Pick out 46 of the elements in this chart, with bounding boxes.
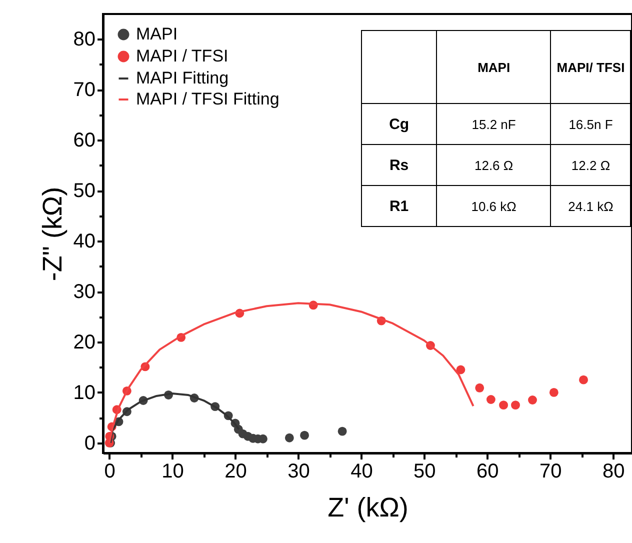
annotation: R1 [362,186,437,226]
annotation: MAPI [436,30,551,104]
x-tick-label: 10 [162,460,184,482]
x-tick-label: 20 [224,460,247,482]
point [579,375,588,384]
annotation: MAPI/ TFSI [550,30,630,104]
annotation: 16.5n F [550,104,630,144]
point [486,395,496,404]
point [338,426,347,436]
x-tick-label: 70 [540,460,562,482]
legend-label: MAPI Fitting [136,68,229,88]
point [300,430,309,440]
y-tick-label: 10 [73,382,96,404]
point [549,388,558,397]
x-tick-label: 60 [476,460,499,482]
annotation: Cg [362,104,437,144]
point [528,396,537,404]
point [475,383,484,392]
point [456,365,466,374]
annotation: Rs [362,144,437,186]
annotation: 12.6 Ω [436,144,551,186]
legend-label: MAPI / TFSI [136,46,228,66]
x-tick-label: 30 [288,460,310,482]
y-axis-title: -Z" (kΩ) [37,186,68,282]
point [511,400,520,410]
x-tick-label: 40 [350,460,373,482]
annotation: 24.1 kΩ [550,186,630,226]
x-tick-label: 0 [104,460,116,482]
y-tick-label: 40 [73,230,96,253]
x-axis-title: Z' (kΩ) [328,492,408,522]
y-tick-label: 80 [73,28,96,51]
x-tick-label: 50 [414,460,436,482]
annotation: 15.2 nF [436,104,551,144]
annotation: 10.6 kΩ [436,186,551,226]
legend-label: MAPI / TFSI Fitting [136,90,280,108]
y-tick-label: 50 [73,180,96,202]
point [499,400,508,410]
x-tick-label: 80 [602,460,625,482]
point [284,433,294,442]
legend-label: MAPI [136,24,178,44]
y-tick-label: 60 [73,130,96,152]
y-tick-label: 0 [84,432,96,454]
annotation: 12.2 Ω [550,144,630,186]
y-tick-label: 20 [73,331,96,354]
y-tick-label: 30 [73,281,96,304]
y-tick-label: 70 [73,79,96,102]
